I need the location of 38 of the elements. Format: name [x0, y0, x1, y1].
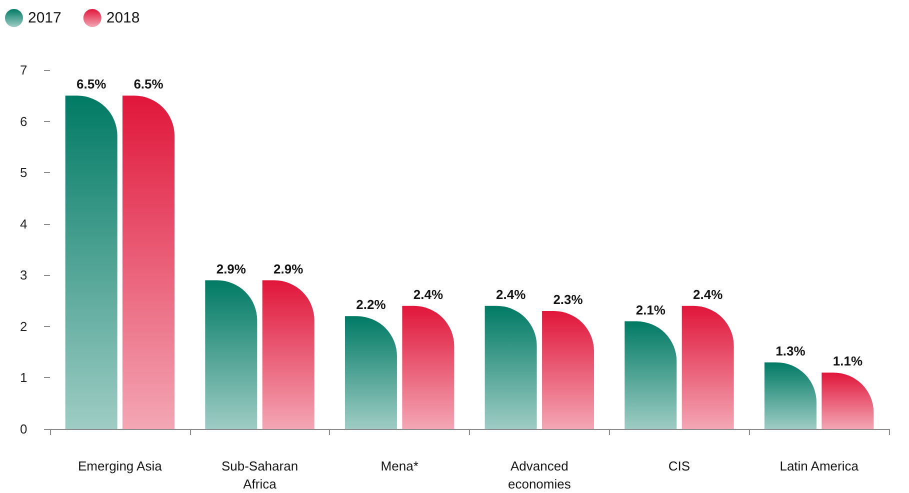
x-tick-label: Advanced economies	[508, 458, 572, 492]
data-label: 2.4%	[413, 286, 444, 302]
bar	[624, 321, 677, 429]
bar	[205, 280, 258, 429]
y-tick-label: 1	[20, 370, 28, 386]
bar	[484, 306, 537, 429]
y-tick-label: 5	[20, 165, 28, 180]
bar	[542, 311, 594, 429]
y-tick-label: 6	[20, 114, 28, 129]
data-label: 6.5%	[134, 76, 164, 92]
data-label: 2.1%	[636, 302, 666, 318]
legend-label: 2018	[106, 10, 140, 26]
x-tick-label: Emerging Asia	[78, 458, 163, 474]
bar	[682, 306, 734, 429]
data-label: 2.4%	[693, 286, 724, 302]
legend-label: 2017	[28, 10, 62, 26]
y-tick-label: 2	[20, 318, 28, 334]
data-label: 1.1%	[832, 354, 863, 369]
bar	[402, 306, 454, 429]
data-label: 2.3%	[553, 292, 584, 308]
data-label: 1.3%	[776, 343, 806, 358]
data-label: 6.5%	[76, 76, 107, 92]
x-tick-label: Latin America	[780, 458, 860, 474]
x-tick-label: Mena*	[380, 458, 418, 474]
data-label: 2.9%	[274, 261, 304, 276]
bar	[65, 96, 118, 429]
y-tick-label: 4	[20, 216, 28, 232]
y-tick-label: 7	[20, 62, 28, 78]
x-tick-label: CIS	[668, 458, 690, 474]
data-label: 2.4%	[496, 286, 526, 302]
bar	[122, 96, 175, 429]
bar	[344, 316, 397, 429]
data-label: 2.2%	[356, 297, 386, 312]
y-tick-label: 3	[20, 268, 28, 283]
y-tick-label: 0	[20, 422, 28, 436]
data-label: 2.9%	[216, 261, 246, 276]
bar	[262, 280, 314, 429]
x-tick-label: Sub-Saharan Africa	[221, 458, 298, 492]
